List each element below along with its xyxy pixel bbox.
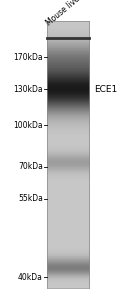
Text: 100kDa: 100kDa bbox=[13, 121, 43, 130]
Text: 55kDa: 55kDa bbox=[18, 194, 43, 203]
Text: 130kDa: 130kDa bbox=[13, 85, 43, 94]
Text: 40kDa: 40kDa bbox=[18, 273, 43, 282]
Text: Mouse liver: Mouse liver bbox=[45, 0, 84, 28]
Text: ECE1: ECE1 bbox=[94, 85, 117, 94]
Text: 70kDa: 70kDa bbox=[18, 162, 43, 171]
Text: 170kDa: 170kDa bbox=[13, 52, 43, 62]
Bar bbox=[47, 21, 89, 288]
